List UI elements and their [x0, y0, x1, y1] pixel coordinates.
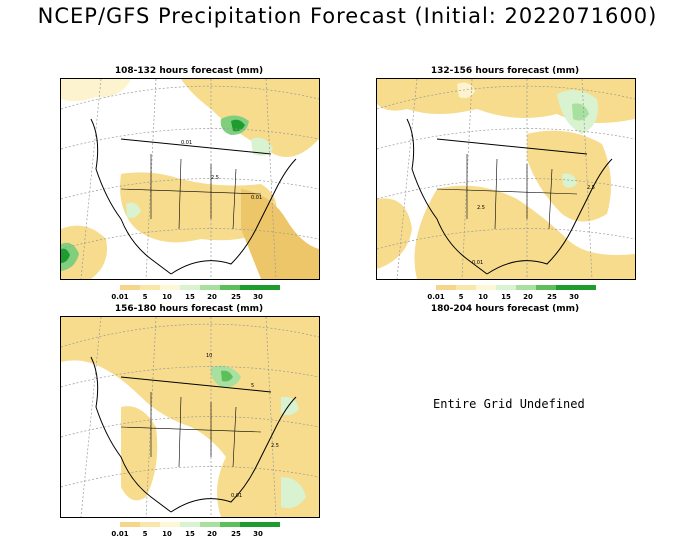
legend-swatch	[556, 285, 576, 290]
legend-label: 5	[458, 293, 464, 301]
legend-swatch	[220, 285, 240, 290]
legend-swatch	[260, 522, 280, 527]
page-title: NCEP/GFS Precipitation Forecast (Initial…	[37, 4, 658, 28]
legend-label: 0.01	[427, 293, 445, 301]
legend-color-bar	[120, 522, 280, 527]
legend-label: 0.01	[111, 530, 129, 538]
legend-swatch	[260, 285, 280, 290]
legend-color-bar	[120, 285, 280, 290]
legend-swatch	[536, 285, 556, 290]
legend-label: 20	[207, 530, 217, 538]
legend-swatch	[200, 285, 220, 290]
legend-panel-2: 0.01 5 10 15 20 25 30	[427, 285, 596, 305]
legend-label: 30	[569, 293, 579, 301]
legend-label: 25	[547, 293, 557, 301]
legend-swatch	[200, 522, 220, 527]
contour-label: 10	[206, 353, 212, 359]
panel-3-title: 156-180 hours forecast (mm)	[114, 304, 264, 314]
contour-label: 2.5	[211, 175, 219, 181]
legend-label: 5	[142, 530, 148, 538]
legend-swatch	[516, 285, 536, 290]
legend-label: 15	[185, 530, 195, 538]
panel-2-map: 2.5 2.5 0.01	[376, 78, 636, 280]
legend-swatch	[160, 522, 180, 527]
legend-label: 0.01	[111, 293, 129, 301]
legend-swatch	[456, 285, 476, 290]
legend-panel-3: 0.01 5 10 15 20 25 30	[111, 522, 280, 542]
legend-swatch	[220, 522, 240, 527]
legend-swatch	[160, 285, 180, 290]
legend-label: 10	[162, 293, 172, 301]
legend-label: 10	[478, 293, 488, 301]
legend-label: 15	[185, 293, 195, 301]
contour-label: 0.01	[251, 195, 262, 201]
undefined-grid-message: Entire Grid Undefined	[433, 397, 585, 411]
legend-swatch	[576, 285, 596, 290]
legend-label: 25	[231, 530, 241, 538]
legend-label: 30	[253, 293, 263, 301]
legend-swatch	[240, 285, 260, 290]
panel-2-title: 132-156 hours forecast (mm)	[430, 66, 580, 76]
legend-label: 30	[253, 530, 263, 538]
legend-label: 10	[162, 530, 172, 538]
panel-1-map: 0.01 2.5 0.01	[60, 78, 320, 280]
legend-label: 20	[523, 293, 533, 301]
legend-label: 25	[231, 293, 241, 301]
contour-label: 2.5	[587, 185, 595, 191]
contour-label: 2.5	[271, 443, 279, 449]
legend-label: 20	[207, 293, 217, 301]
legend-swatch	[180, 285, 200, 290]
legend-panel-1: 0.01 5 10 15 20 25 30	[111, 285, 280, 305]
panel-3-map: 10 5 2.5 0.01	[60, 316, 320, 518]
legend-swatch	[436, 285, 456, 290]
legend-swatch	[120, 522, 140, 527]
contour-label: 5	[251, 383, 254, 389]
legend-swatch	[120, 285, 140, 290]
legend-swatch	[476, 285, 496, 290]
legend-swatch	[496, 285, 516, 290]
legend-swatch	[180, 522, 200, 527]
legend-swatch	[140, 285, 160, 290]
legend-label: 15	[501, 293, 511, 301]
panel-1-title: 108-132 hours forecast (mm)	[114, 66, 264, 76]
legend-label: 5	[142, 293, 148, 301]
contour-label: 0.01	[472, 260, 483, 266]
contour-label: 2.5	[477, 205, 485, 211]
legend-swatch	[140, 522, 160, 527]
contour-label: 0.01	[231, 493, 242, 499]
legend-swatch	[240, 522, 260, 527]
contour-label: 0.01	[181, 140, 192, 146]
panel-4-title: 180-204 hours forecast (mm)	[430, 304, 580, 314]
legend-color-bar	[436, 285, 596, 290]
